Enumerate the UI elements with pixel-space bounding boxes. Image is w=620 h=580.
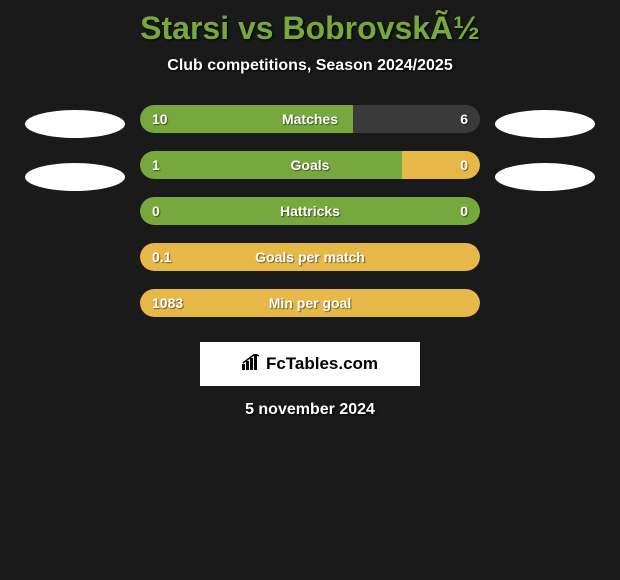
stat-label: Matches (282, 111, 338, 127)
stat-bar-gpm: 0.1 Goals per match (140, 243, 480, 271)
stat-bar-mpg: 1083 Min per goal (140, 289, 480, 317)
stat-bar-goals: 1 Goals 0 (140, 151, 480, 179)
logo-box[interactable]: FcTables.com (200, 342, 420, 386)
stat-label: Goals (291, 157, 330, 173)
bar-fill-goals-left (140, 151, 402, 179)
stat-right-value: 6 (460, 111, 468, 127)
page-title: Starsi vs BobrovskÃ½ (0, 10, 620, 47)
left-oval-2 (25, 163, 125, 191)
chart-icon (242, 354, 262, 375)
left-ovals (25, 105, 125, 191)
right-ovals (495, 105, 595, 191)
stat-left-value: 10 (152, 111, 168, 127)
stat-left-value: 0.1 (152, 249, 171, 265)
stat-bar-matches: 10 Matches 6 (140, 105, 480, 133)
stat-right-value: 0 (460, 203, 468, 219)
date-text: 5 november 2024 (0, 401, 620, 419)
right-oval-1 (495, 110, 595, 138)
stats-bars: 10 Matches 6 1 Goals 0 0 Hattricks 0 0.1 (140, 105, 480, 317)
right-oval-2 (495, 163, 595, 191)
stats-section: 10 Matches 6 1 Goals 0 0 Hattricks 0 0.1 (0, 105, 620, 317)
stat-label: Min per goal (269, 295, 351, 311)
stat-left-value: 0 (152, 203, 160, 219)
stat-label: Goals per match (255, 249, 365, 265)
stat-left-value: 1083 (152, 295, 183, 311)
stat-bar-hattricks: 0 Hattricks 0 (140, 197, 480, 225)
stat-left-value: 1 (152, 157, 160, 173)
bar-fill-goals-center (402, 151, 480, 179)
stat-right-value: 0 (460, 157, 468, 173)
logo-text: FcTables.com (242, 354, 378, 375)
left-oval-1 (25, 110, 125, 138)
page-subtitle: Club competitions, Season 2024/2025 (0, 57, 620, 75)
logo-label: FcTables.com (266, 354, 378, 374)
main-container: Starsi vs BobrovskÃ½ Club competitions, … (0, 0, 620, 429)
stat-label: Hattricks (280, 203, 340, 219)
